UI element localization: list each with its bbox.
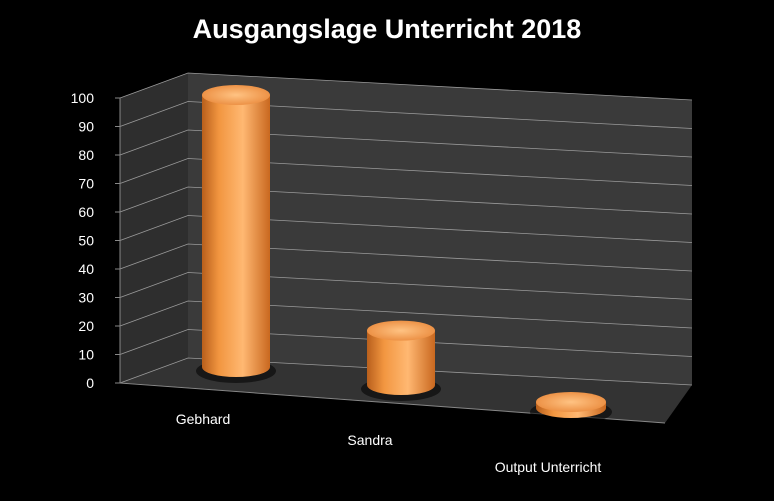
bars [196,85,612,424]
y-tick-label: 60 [78,204,94,220]
bar-top [536,392,606,412]
bar [530,392,612,424]
gridline [119,101,693,129]
chart-title: Ausgangslage Unterricht 2018 [192,14,582,44]
y-tick-label: 100 [71,90,95,106]
gridline [119,72,693,101]
bar [196,85,276,383]
y-tick-label: 70 [78,176,94,192]
gridline [119,186,693,215]
x-tick-label: Gebhard [176,411,230,427]
gridline [119,158,693,186]
bar-body [202,95,270,377]
gridline [119,329,693,357]
x-tick-labels: Gebhard Sandra Output Unterricht [176,411,602,475]
y-tick-label: 20 [78,318,94,334]
y-tick-label: 90 [78,119,94,135]
bar-top [202,85,270,105]
bar-top [367,320,435,341]
y-tick-label: 0 [86,375,94,391]
gridlines [119,72,693,386]
gridline [119,129,693,158]
bar-body [367,330,435,395]
bar [361,320,441,401]
y-tick-label: 10 [78,347,94,363]
gridline [119,357,693,386]
y-tick-labels: 0 10 20 30 40 50 60 70 80 90 100 [71,90,120,391]
x-tick-label: Output Unterricht [495,459,602,475]
x-tick-label: Sandra [347,432,392,448]
y-tick-label: 80 [78,147,94,163]
gridline [119,272,693,300]
y-tick-label: 50 [78,233,94,249]
y-tick-label: 30 [78,290,94,306]
y-tick-label: 40 [78,261,94,277]
gridline [119,215,693,243]
gridline [119,300,693,329]
gridline [119,243,693,272]
